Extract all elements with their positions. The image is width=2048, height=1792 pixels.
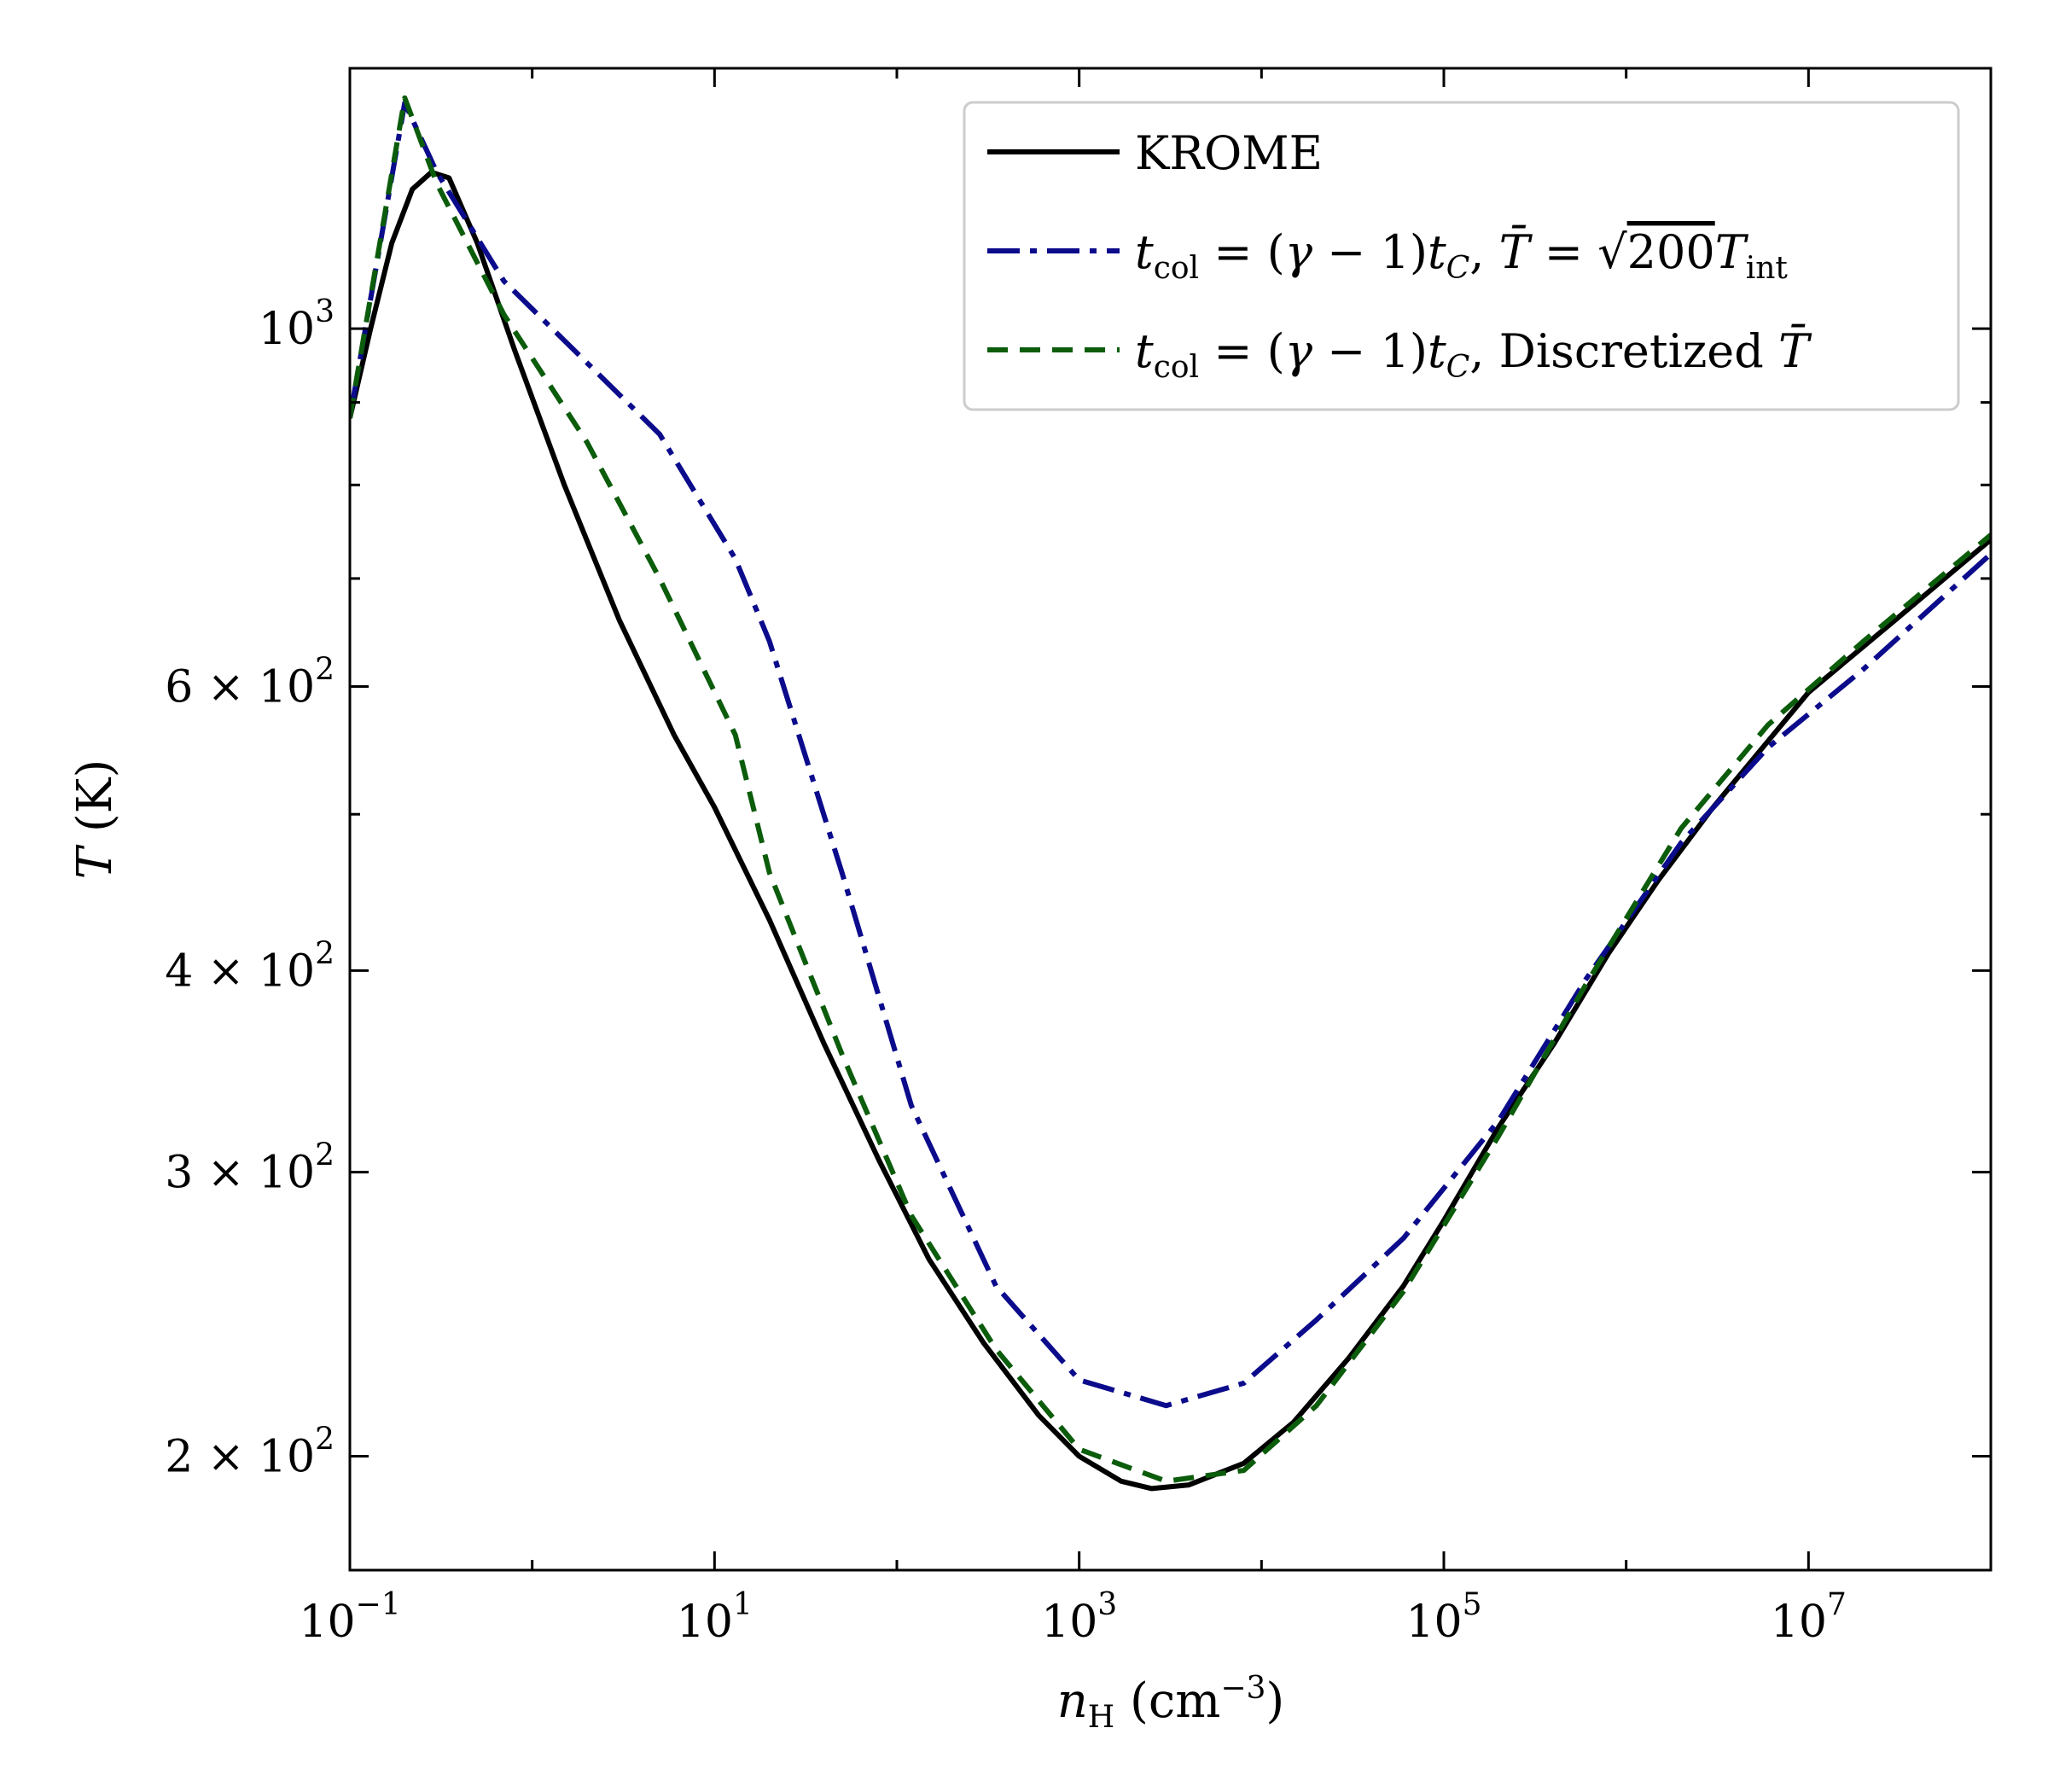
x-tick-label: 10−1 xyxy=(299,1587,400,1648)
x-tick-label: 105 xyxy=(1405,1587,1481,1648)
legend-label-discretized: tcol = (γ − 1)tC, Discretized T̄ xyxy=(1135,323,1812,385)
y-tick-label: 3 × 102 xyxy=(165,1138,335,1199)
y-axis-label: T (K) xyxy=(67,759,123,880)
x-tick-label: 103 xyxy=(1041,1587,1117,1648)
legend-label-sqrt: tcol = (γ − 1)tC, T̄ = √200Tint xyxy=(1135,224,1788,286)
legend-label-krome: KROME xyxy=(1135,126,1323,180)
legend-box xyxy=(963,101,1960,411)
x-tick-label: 101 xyxy=(677,1587,753,1648)
series-line-2 xyxy=(350,95,1991,1484)
series-layer xyxy=(350,95,1991,1492)
y-tick-label: 103 xyxy=(259,294,335,355)
legend: KROME tcol = (γ − 1)tC, T̄ = √200Tint tc… xyxy=(963,101,1960,411)
y-tick-label: 6 × 102 xyxy=(165,653,335,713)
x-axis-label: nH (cm−3) xyxy=(1057,1671,1285,1735)
y-tick-label: 4 × 102 xyxy=(165,936,335,997)
plot-frame xyxy=(348,67,1993,1572)
ticks-layer: 10−1 101 103 105 107 2 × 102 3 × 102 4 × 102 6 ×… xyxy=(165,68,1993,1648)
x-tick-label: 107 xyxy=(1771,1587,1847,1648)
y-tick-label: 2 × 102 xyxy=(165,1423,335,1483)
